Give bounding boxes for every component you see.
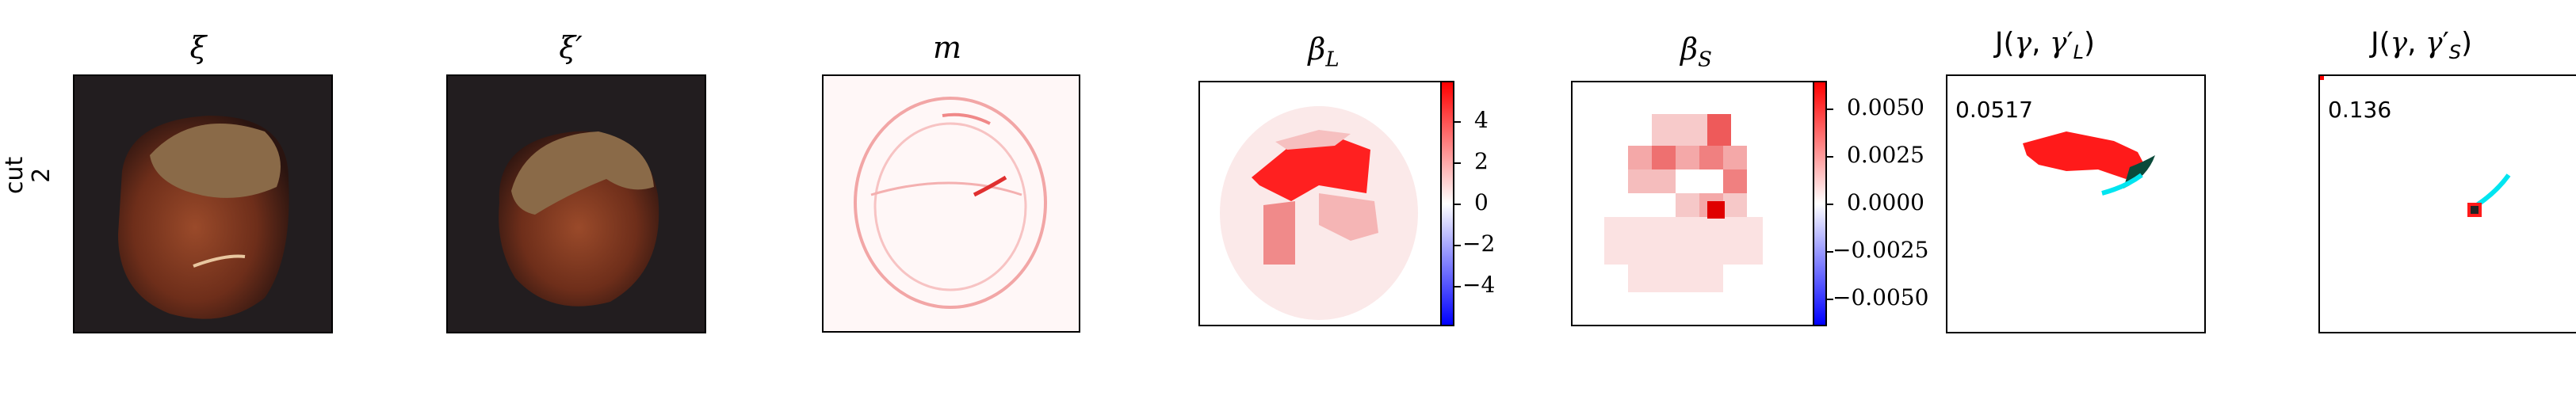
beta-l-map — [1220, 106, 1418, 320]
colorbar-l-tick-4: −2 — [1462, 230, 1496, 257]
hazelnut-image — [118, 116, 289, 319]
title-j-s: J(γ, γ′S) — [2370, 27, 2473, 64]
image-j-l: 0.0517 — [1946, 74, 2206, 333]
title-beta-l: βL — [1308, 32, 1340, 72]
colorbar-l-tick-1: 4 — [1474, 107, 1489, 133]
score-j-l: 0.0517 — [1955, 97, 2033, 123]
colorbar-s-tick-5: −0.0050 — [1833, 284, 1929, 310]
colorbar-beta-s — [1813, 81, 1827, 326]
colorbar-s-tick-2: 0.0025 — [1847, 142, 1924, 168]
hazelnut-image-shifted — [499, 131, 659, 307]
colorbar-s-tick-1: 0.0050 — [1847, 94, 1924, 120]
image-beta-s — [1571, 81, 1817, 326]
row-label-cut: cut — [1, 156, 29, 194]
jaccard-s-map — [2320, 76, 2511, 217]
score-j-s: 0.136 — [2328, 97, 2392, 123]
colorbar-s-tick-4: −0.0025 — [1833, 237, 1929, 263]
title-m: m — [932, 30, 962, 65]
image-m — [822, 74, 1080, 333]
title-xi-prime: ξ′ — [559, 30, 583, 65]
title-beta-s: βS — [1680, 32, 1712, 72]
image-xi — [73, 74, 333, 333]
colorbar-l-tick-2: 2 — [1474, 148, 1489, 174]
title-j-l: J(γ, γ′L) — [1994, 27, 2096, 64]
mask-map — [854, 97, 1047, 309]
beta-s-map — [1604, 114, 1779, 296]
colorbar-l-tick-3: 0 — [1474, 189, 1489, 215]
jaccard-l-map — [2023, 131, 2155, 196]
image-xi-prime — [446, 74, 706, 333]
colorbar-l-tick-5: −4 — [1462, 272, 1496, 298]
colorbar-s-tick-3: 0.0000 — [1847, 189, 1924, 215]
row-label: cut 2 — [0, 139, 55, 265]
row-label-number: 2 — [28, 167, 55, 183]
colorbar-beta-l — [1440, 81, 1454, 326]
image-j-s: 0.136 — [2318, 74, 2576, 333]
title-xi: ξ — [189, 30, 207, 65]
image-beta-l — [1198, 81, 1444, 326]
